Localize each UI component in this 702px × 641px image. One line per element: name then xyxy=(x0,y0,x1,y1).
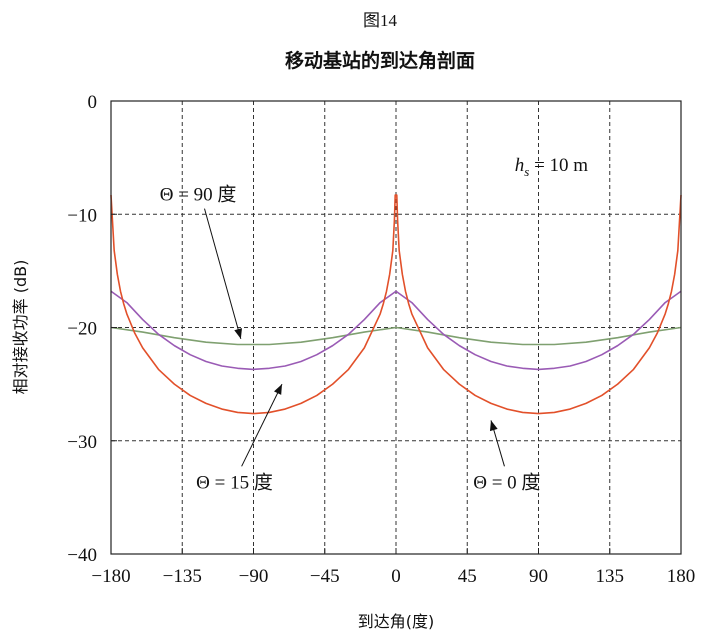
y-tick-label: −10 xyxy=(67,205,97,226)
series-line xyxy=(110,290,682,371)
series-group xyxy=(110,194,682,415)
y-tick-label: −40 xyxy=(67,545,97,566)
x-tick-label: −90 xyxy=(239,566,269,587)
annotation-arrow-line xyxy=(204,208,242,339)
y-ticks: 0 −10 −20 −30 −40 xyxy=(67,92,117,566)
series-line xyxy=(110,194,682,415)
x-tick-label: −180 xyxy=(91,566,130,587)
annotation-label: Θ = 15 度 xyxy=(196,471,273,493)
y-tick-label: −30 xyxy=(67,432,97,453)
annotation-label: Θ = 0 度 xyxy=(473,471,540,493)
annotation-label: hs = 10 m xyxy=(515,155,589,179)
x-ticks: −180 −135 −90 −45 0 45 90 135 180 xyxy=(91,548,695,587)
y-tick-label: 0 xyxy=(88,92,98,113)
x-tick-label: 0 xyxy=(391,566,401,587)
x-tick-label: −45 xyxy=(310,566,340,587)
annotations: hs = 10 m Θ = 90 度 Θ = 15 度 Θ = 0 度 xyxy=(160,155,589,493)
annotation-arrow-line xyxy=(241,383,283,467)
x-tick-label: 45 xyxy=(458,566,477,587)
x-axis-label: 到达角(度) xyxy=(358,612,435,631)
x-tick-label: 90 xyxy=(529,566,548,587)
annotation-arrow-head xyxy=(234,328,242,339)
figure-label: 图14 xyxy=(363,11,397,30)
annotation-label: Θ = 90 度 xyxy=(160,184,237,206)
x-tick-label: −135 xyxy=(163,566,202,587)
annotation-arrow-head xyxy=(489,420,498,432)
x-tick-label: 135 xyxy=(596,566,625,587)
y-tick-label: −20 xyxy=(67,319,97,340)
chart-title: 移动基站的到达角剖面 xyxy=(285,49,475,72)
series-line xyxy=(110,326,682,346)
y-axis-label: 相对接收功率 (dB) xyxy=(11,260,30,395)
x-tick-label: 180 xyxy=(667,566,696,587)
annotation-arrow-head xyxy=(274,384,282,395)
